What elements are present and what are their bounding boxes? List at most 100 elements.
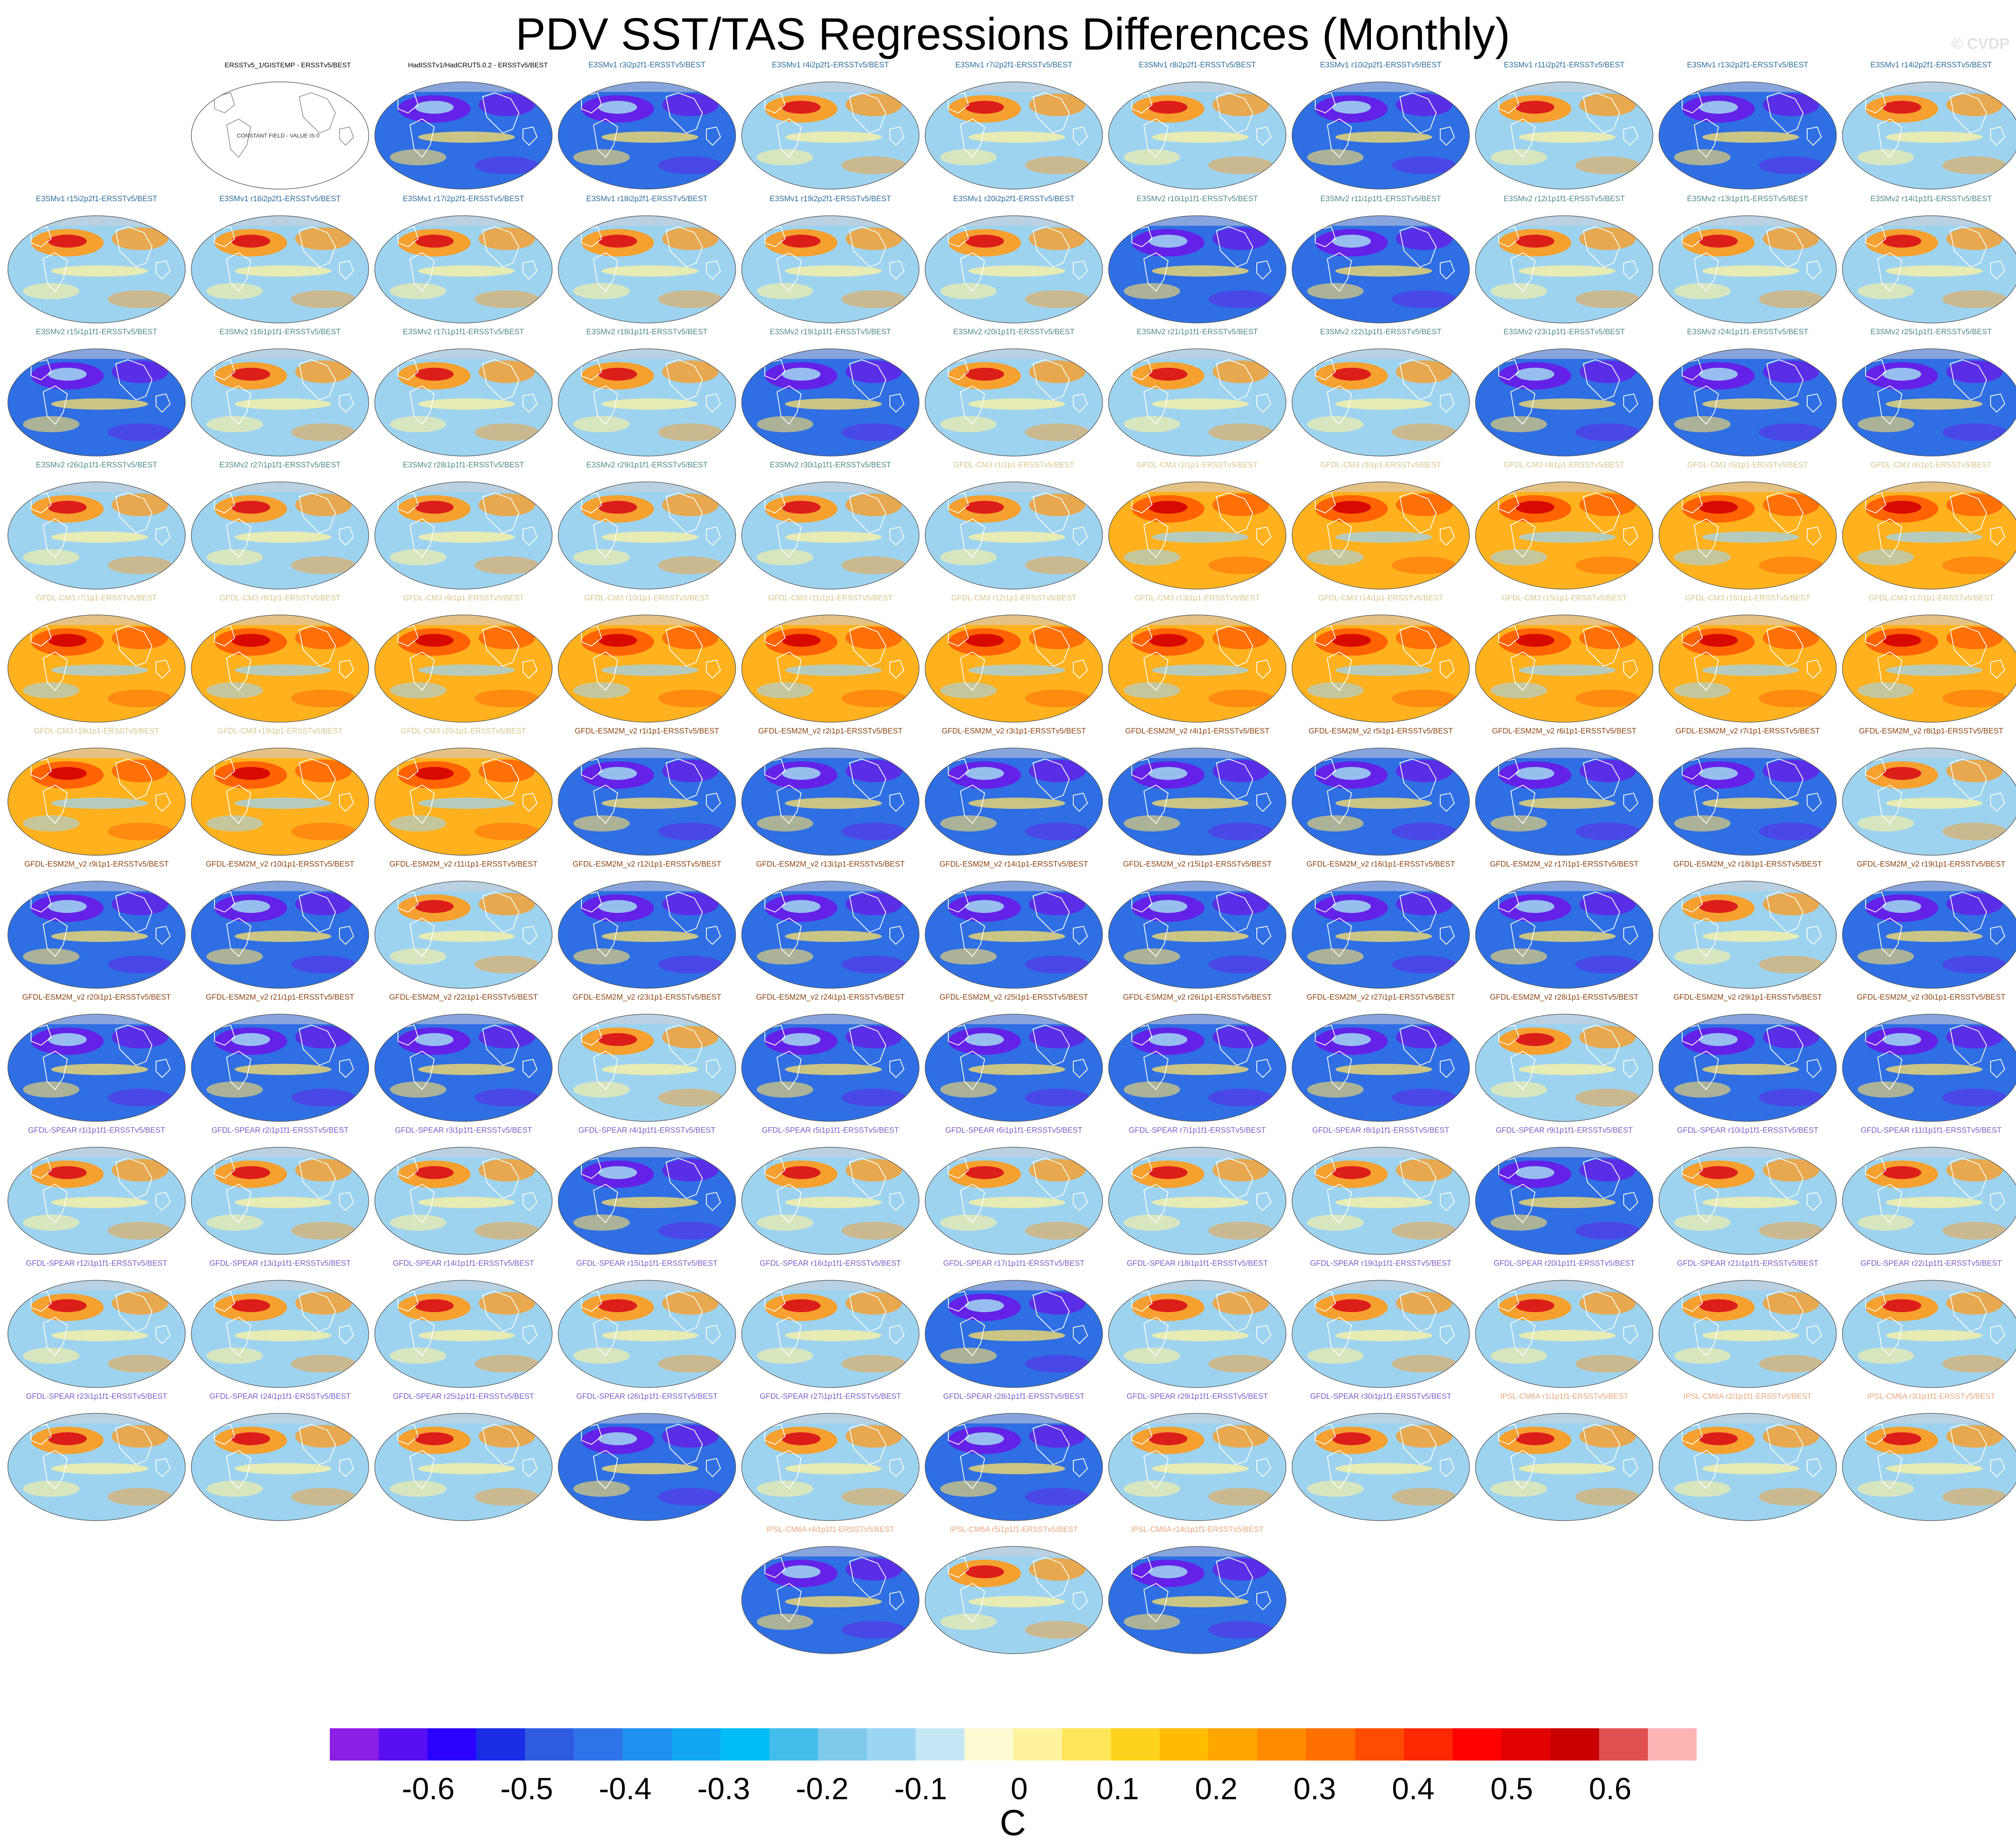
robinson-map bbox=[1658, 1147, 1837, 1255]
map-panel: GFDL-SPEAR r7i1p1f1-ERSSTv5/BEST bbox=[1106, 1127, 1289, 1258]
map-panel: E3SMv2 r25i1p1f1-ERSSTv5/BEST bbox=[1839, 328, 2016, 460]
colorbar-swatch bbox=[671, 1728, 721, 1761]
robinson-map bbox=[374, 1413, 553, 1521]
map-panel: GFDL-ESM2M_v2 r17i1p1-ERSSTv5/BEST bbox=[1472, 861, 1656, 992]
colorbar-swatch bbox=[1062, 1728, 1111, 1761]
panel-label: IPSL-CM6A r5i1p1f1-ERSSTv5/BEST bbox=[950, 1526, 1078, 1534]
panel-label: E3SMv1 r15i2p2f1-ERSSTv5/BEST bbox=[36, 195, 157, 203]
robinson-map bbox=[1658, 348, 1837, 456]
colorbar-swatch bbox=[1404, 1728, 1453, 1761]
robinson-map bbox=[558, 615, 736, 723]
panel-label: E3SMv2 r26i1p1f1-ERSSTv5/BEST bbox=[36, 461, 157, 469]
map-panel: GFDL-SPEAR r3i1p1f1-ERSSTv5/BEST bbox=[372, 1127, 555, 1258]
panel-label: GFDL-SPEAR r22i1p1f1-ERSSTv5/BEST bbox=[1860, 1260, 2002, 1268]
robinson-map bbox=[191, 748, 369, 856]
robinson-map bbox=[1475, 481, 1654, 590]
colorbar-tick-label: 0.6 bbox=[1589, 1772, 1632, 1806]
robinson-map bbox=[741, 81, 920, 190]
robinson-map bbox=[558, 881, 736, 989]
panel-label: E3SMv1 r13i2p2f1-ERSSTv5/BEST bbox=[1687, 61, 1808, 69]
map-panel: GFDL-CM3 r20i1p1-ERSSTv5/BEST bbox=[372, 727, 555, 859]
map-panel: GFDL-CM3 r5i1p1-ERSSTv5/BEST bbox=[1656, 461, 1839, 593]
map-panel: E3SMv1 r17i2p2f1-ERSSTv5/BEST bbox=[372, 195, 555, 327]
panel-label: GFDL-SPEAR r18i1p1f1-ERSSTv5/BEST bbox=[1127, 1260, 1268, 1268]
panel-label: GFDL-SPEAR r7i1p1f1-ERSSTv5/BEST bbox=[1129, 1127, 1266, 1135]
map-panel: GFDL-SPEAR r16i1p1f1-ERSSTv5/BEST bbox=[739, 1260, 922, 1391]
panel-label: E3SMv1 r19i2p2f1-ERSSTv5/BEST bbox=[770, 195, 891, 203]
map-panel: GFDL-ESM2M_v2 r5i1p1-ERSSTv5/BEST bbox=[1289, 727, 1472, 859]
map-panel: GFDL-ESM2M_v2 r15i1p1-ERSSTv5/BEST bbox=[1106, 861, 1289, 992]
map-panel: E3SMv1 r18i2p2f1-ERSSTv5/BEST bbox=[555, 195, 739, 327]
colorbar-swatch bbox=[866, 1728, 916, 1761]
panel-label: GFDL-SPEAR r23i1p1f1-ERSSTv5/BEST bbox=[26, 1393, 167, 1401]
robinson-map bbox=[7, 1413, 186, 1521]
map-panel: GFDL-SPEAR r13i1p1f1-ERSSTv5/BEST bbox=[188, 1260, 372, 1391]
panel-label: GFDL-SPEAR r12i1p1f1-ERSSTv5/BEST bbox=[26, 1260, 167, 1268]
robinson-map bbox=[191, 348, 369, 456]
robinson-map bbox=[374, 348, 553, 456]
robinson-map bbox=[1842, 881, 2016, 989]
panel-label: GFDL-ESM2M_v2 r25i1p1-ERSSTv5/BEST bbox=[939, 994, 1088, 1002]
map-panel: GFDL-ESM2M_v2 r24i1p1-ERSSTv5/BEST bbox=[739, 994, 922, 1125]
robinson-map bbox=[1475, 615, 1654, 723]
map-panel: E3SMv2 r11i1p1f1-ERSSTv5/BEST bbox=[1289, 195, 1472, 327]
colorbar-tick-label: 0.4 bbox=[1392, 1772, 1435, 1806]
map-panel: GFDL-CM3 r12i1p1-ERSSTv5/BEST bbox=[922, 594, 1106, 726]
map-panel: GFDL-SPEAR r12i1p1f1-ERSSTv5/BEST bbox=[5, 1260, 188, 1391]
panel-label: GFDL-SPEAR r8i1p1f1-ERSSTv5/BEST bbox=[1312, 1127, 1450, 1135]
map-panel: GFDL-SPEAR r24i1p1f1-ERSSTv5/BEST bbox=[188, 1393, 372, 1524]
robinson-map bbox=[1108, 1413, 1287, 1521]
robinson-map bbox=[741, 1280, 920, 1388]
robinson-map bbox=[1658, 1014, 1837, 1122]
robinson-map bbox=[1475, 1280, 1654, 1388]
map-panel: GFDL-SPEAR r19i1p1f1-ERSSTv5/BEST bbox=[1289, 1260, 1472, 1391]
robinson-map bbox=[925, 1014, 1103, 1122]
map-panel: E3SMv2 r14i1p1f1-ERSSTv5/BEST bbox=[1839, 195, 2016, 327]
map-panel: GFDL-SPEAR r17i1p1f1-ERSSTv5/BEST bbox=[922, 1260, 1106, 1391]
robinson-map bbox=[741, 348, 920, 456]
colorbar-swatch bbox=[574, 1728, 623, 1761]
map-panel: GFDL-SPEAR r15i1p1f1-ERSSTv5/BEST bbox=[555, 1260, 739, 1391]
robinson-map bbox=[374, 881, 553, 989]
panel-label: GFDL-ESM2M_v2 r17i1p1-ERSSTv5/BEST bbox=[1490, 861, 1639, 869]
panel-label: GFDL-SPEAR r28i1p1f1-ERSSTv5/BEST bbox=[943, 1393, 1085, 1401]
panel-label: GFDL-ESM2M_v2 r26i1p1-ERSSTv5/BEST bbox=[1123, 994, 1272, 1002]
map-panel: GFDL-ESM2M_v2 r6i1p1-ERSSTv5/BEST bbox=[1472, 727, 1656, 859]
map-panel: E3SMv2 r18i1p1f1-ERSSTv5/BEST bbox=[555, 328, 739, 460]
panel-label: GFDL-SPEAR r25i1p1f1-ERSSTv5/BEST bbox=[393, 1393, 534, 1401]
panel-label: GFDL-ESM2M_v2 r9i1p1-ERSSTv5/BEST bbox=[24, 861, 169, 869]
robinson-map bbox=[1291, 748, 1470, 856]
robinson-map bbox=[191, 81, 369, 190]
map-panel: GFDL-ESM2M_v2 r2i1p1-ERSSTv5/BEST bbox=[739, 727, 922, 859]
colorbar-swatch bbox=[818, 1728, 867, 1761]
panel-label: GFDL-SPEAR r2i1p1f1-ERSSTv5/BEST bbox=[211, 1127, 349, 1135]
colorbar-tick-label: 0.2 bbox=[1195, 1772, 1238, 1806]
map-panel: GFDL-SPEAR r5i1p1f1-ERSSTv5/BEST bbox=[739, 1127, 922, 1258]
panel-label: GFDL-SPEAR r26i1p1f1-ERSSTv5/BEST bbox=[576, 1393, 718, 1401]
robinson-map bbox=[374, 81, 553, 190]
robinson-map bbox=[191, 215, 369, 323]
map-panel: GFDL-SPEAR r25i1p1f1-ERSSTv5/BEST bbox=[372, 1393, 555, 1524]
panel-label: GFDL-ESM2M_v2 r23i1p1-ERSSTv5/BEST bbox=[573, 994, 721, 1002]
robinson-map bbox=[1108, 81, 1287, 190]
map-panel: GFDL-ESM2M_v2 r19i1p1-ERSSTv5/BEST bbox=[1839, 861, 2016, 992]
robinson-map bbox=[558, 1147, 736, 1255]
panel-label: GFDL-ESM2M_v2 r20i1p1-ERSSTv5/BEST bbox=[22, 994, 171, 1002]
colorbar-tick-label: -0.5 bbox=[500, 1772, 553, 1806]
colorbar-swatch bbox=[476, 1728, 525, 1761]
map-panel: GFDL-SPEAR r20i1p1f1-ERSSTv5/BEST bbox=[1472, 1260, 1656, 1391]
colorbar-swatch bbox=[1160, 1728, 1209, 1761]
map-panel: GFDL-ESM2M_v2 r23i1p1-ERSSTv5/BEST bbox=[555, 994, 739, 1125]
map-panel: GFDL-ESM2M_v2 r26i1p1-ERSSTv5/BEST bbox=[1106, 994, 1289, 1125]
panel-label: GFDL-CM3 r8i1p1-ERSSTv5/BEST bbox=[219, 594, 341, 602]
robinson-map bbox=[558, 1280, 736, 1388]
panel-label: GFDL-SPEAR r11i1p1f1-ERSSTv5/BEST bbox=[1860, 1127, 2002, 1135]
colorbar-tick-label: 0.1 bbox=[1096, 1772, 1139, 1806]
panel-label: GFDL-ESM2M_v2 r21i1p1-ERSSTv5/BEST bbox=[206, 994, 354, 1002]
robinson-map bbox=[1658, 615, 1837, 723]
robinson-map bbox=[741, 481, 920, 590]
colorbar-swatch bbox=[1111, 1728, 1160, 1761]
map-panel: GFDL-CM3 r19i1p1-ERSSTv5/BEST bbox=[188, 727, 372, 859]
robinson-map bbox=[374, 615, 553, 723]
map-panel: GFDL-SPEAR r14i1p1f1-ERSSTv5/BEST bbox=[372, 1260, 555, 1391]
